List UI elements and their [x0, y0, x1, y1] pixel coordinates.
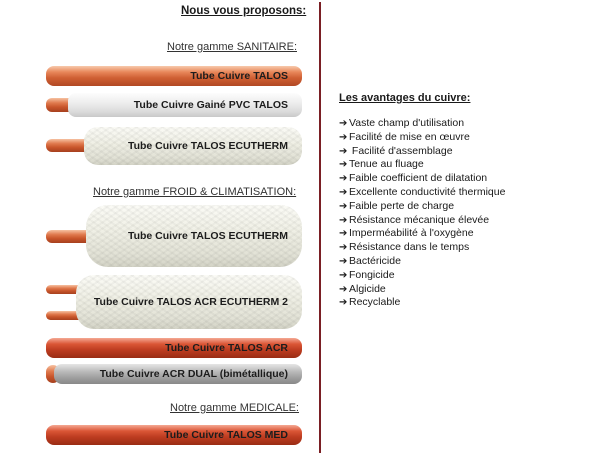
list-item: ➔ Imperméabilité à l'oxygène — [339, 227, 474, 240]
product-label: Tube Cuivre TALOS ACR ECUTHERM 2 — [93, 296, 288, 308]
advantages-list: ➔ Vaste champ d'utilisation ➔ Facilité de … — [339, 117, 505, 310]
list-item: ➔ Facilité d'assemblage — [339, 144, 453, 157]
list-item: ➔ Bactéricide — [339, 254, 401, 267]
product-label: Tube Cuivre Gainé PVC TALOS — [133, 99, 288, 111]
page-heading: Nous vous proposons: — [181, 5, 307, 17]
product-tube-med: Tube Cuivre TALOS MED — [46, 424, 302, 446]
foam-insulation-image: Tube Cuivre TALOS ECUTHERM — [86, 205, 302, 267]
arrow-right-icon: ➔ — [339, 242, 348, 254]
advantages-title: Les avantages du cuivre: — [339, 92, 471, 104]
product-label: Tube Cuivre TALOS — [190, 70, 288, 82]
foam-insulation-image: Tube Cuivre TALOS ACR ECUTHERM 2 — [76, 275, 302, 329]
list-item: ➔ Algicide — [339, 282, 386, 295]
section-medicale: Notre gamme MEDICALE: — [170, 402, 299, 414]
arrow-right-icon: ➔ — [339, 297, 348, 309]
arrow-right-icon: ➔ — [339, 186, 348, 198]
product-label: Tube Cuivre TALOS ACR — [165, 342, 288, 354]
product-tube-acr-ecutherm-2: Tube Cuivre TALOS ACR ECUTHERM 2 — [46, 275, 302, 329]
copper-tube-end-image — [46, 285, 86, 294]
arrow-right-icon: ➔ — [339, 228, 348, 240]
product-label: Tube Cuivre ACR DUAL (bimétallique) — [99, 368, 288, 380]
arrow-right-icon: ➔ — [339, 214, 348, 226]
arrow-right-icon: ➔ — [339, 255, 348, 267]
advantages-panel: Les avantages du cuivre: ➔ Vaste champ d'… — [323, 0, 593, 455]
product-column: Nous vous proposons: Notre gamme SANITAI… — [46, 5, 307, 446]
copper-tube-end-image — [46, 139, 96, 152]
list-item: ➔ Faible perte de charge — [339, 199, 455, 212]
arrow-right-icon: ➔ — [339, 118, 348, 129]
list-item: ➔ Faible coefficient de dilatation — [339, 172, 488, 185]
product-label: Tube Cuivre TALOS ECUTHERM — [127, 140, 288, 152]
list-item: ➔ Fongicide — [339, 268, 395, 281]
arrow-right-icon: ➔ — [339, 145, 348, 157]
product-tube-acr: Tube Cuivre TALOS ACR — [46, 337, 302, 359]
foam-insulation-image: Tube Cuivre TALOS ECUTHERM — [84, 127, 302, 165]
list-item: ➔ Facilité de mise en œuvre — [339, 130, 470, 143]
product-tube-talos: Tube Cuivre TALOS — [46, 65, 302, 87]
product-tube-ecutherm-froid: Tube Cuivre TALOS ECUTHERM — [46, 205, 302, 267]
arrow-right-icon: ➔ — [339, 269, 348, 281]
pvc-sheath-image: Tube Cuivre Gainé PVC TALOS — [68, 93, 302, 117]
list-item: ➔ Tenue au fluage — [339, 158, 424, 171]
vertical-divider — [319, 2, 321, 453]
copper-tube-end-image — [46, 311, 86, 320]
list-item: ➔ Recyclable — [339, 296, 401, 309]
product-tube-ecutherm-sanitaire: Tube Cuivre TALOS ECUTHERM — [46, 127, 302, 165]
copper-tube-image: Tube Cuivre TALOS — [46, 66, 302, 86]
product-tube-acr-dual: Tube Cuivre ACR DUAL (bimétallique) — [46, 363, 302, 385]
copper-tube-image: Tube Cuivre TALOS ACR — [46, 338, 302, 358]
arrow-right-icon: ➔ — [339, 131, 348, 143]
arrow-right-icon: ➔ — [339, 159, 348, 171]
product-label: Tube Cuivre TALOS MED — [164, 429, 288, 441]
arrow-right-icon: ➔ — [339, 173, 348, 185]
section-sanitaire: Notre gamme SANITAIRE: — [167, 41, 297, 53]
arrow-right-icon: ➔ — [339, 283, 348, 295]
list-item: ➔ Résistance dans le temps — [339, 241, 470, 254]
list-item: ➔ Résistance mécanique élevée — [339, 213, 490, 226]
grey-tube-image: Tube Cuivre ACR DUAL (bimétallique) — [54, 364, 302, 384]
product-label: Tube Cuivre TALOS ECUTHERM — [127, 230, 288, 242]
section-froid-climatisation: Notre gamme FROID & CLIMATISATION: — [93, 186, 297, 198]
product-tube-gaine-pvc: Tube Cuivre Gainé PVC TALOS — [46, 93, 302, 117]
arrow-right-icon: ➔ — [339, 200, 348, 212]
copper-tube-image: Tube Cuivre TALOS MED — [46, 425, 302, 445]
list-item: ➔ Excellente conductivité thermique — [339, 185, 506, 198]
list-item: ➔ Vaste champ d'utilisation — [339, 117, 465, 129]
